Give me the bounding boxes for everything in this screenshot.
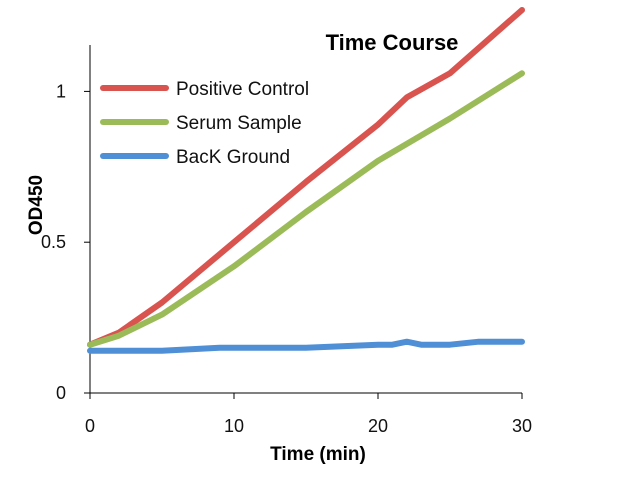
legend-label-serum-sample: Serum Sample	[176, 113, 302, 134]
series-line-positive-control	[87, 7, 525, 348]
y-tick-label: 0	[56, 383, 66, 403]
chart-title: Time Course	[326, 30, 459, 55]
series-line-serum-sample	[87, 70, 525, 348]
y-axis-title: OD450	[26, 175, 47, 235]
y-tick-label: 0.5	[41, 232, 66, 252]
x-tick-label: 20	[368, 416, 388, 436]
series-line-back-ground	[87, 338, 525, 354]
legend-label-positive-control: Positive Control	[176, 79, 309, 100]
series-lines	[87, 7, 525, 354]
y-tick-label: 1	[56, 81, 66, 101]
legend: Positive Control Serum Sample BacK Ground	[100, 79, 309, 168]
x-tick-label: 10	[224, 416, 244, 436]
x-tick-label: 0	[85, 416, 95, 436]
legend-label-back-ground: BacK Ground	[176, 147, 290, 168]
x-tick-label: 30	[512, 416, 532, 436]
axis-ticks: 0 10 20 30 0 0.5 1	[41, 81, 532, 436]
x-axis-title: Time (min)	[270, 444, 366, 465]
